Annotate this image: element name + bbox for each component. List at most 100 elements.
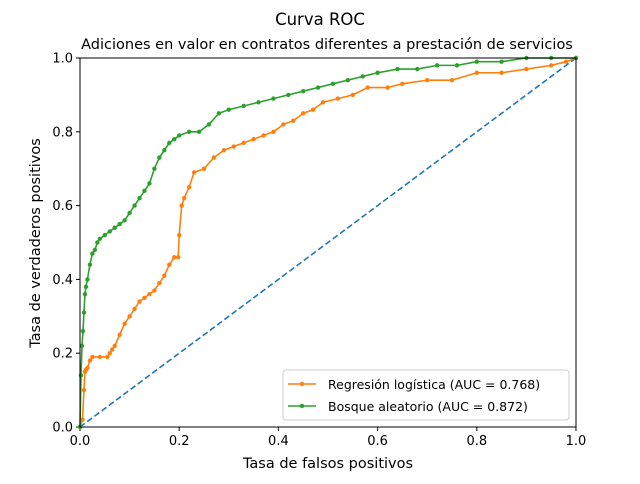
forest-roc-point bbox=[301, 89, 306, 94]
logistic-roc-point bbox=[211, 155, 217, 160]
forest-roc-point bbox=[345, 77, 351, 83]
forest-roc-point bbox=[216, 111, 222, 116]
chart-suptitle: Curva ROC bbox=[275, 10, 365, 29]
logistic-roc-point bbox=[147, 291, 152, 297]
forest-roc-point bbox=[157, 155, 162, 160]
logistic-roc-point bbox=[105, 354, 110, 360]
logistic-roc-point bbox=[524, 66, 529, 72]
logistic-roc-point bbox=[320, 100, 326, 105]
logistic-roc-point bbox=[449, 77, 455, 83]
forest-roc-point bbox=[117, 221, 122, 227]
forest-roc-point bbox=[206, 122, 212, 127]
logistic-roc-point bbox=[563, 59, 569, 64]
y-tick-label: 1.0 bbox=[52, 52, 73, 67]
logistic-roc-point bbox=[231, 144, 236, 149]
logistic-roc-point bbox=[350, 92, 355, 98]
y-tick-label: 0.2 bbox=[52, 347, 73, 362]
x-tick-label: 1.0 bbox=[566, 434, 587, 449]
y-axis-label: Tasa de verdaderos positivos bbox=[28, 138, 44, 349]
chart-title: Adiciones en valor en contratos diferent… bbox=[81, 37, 573, 53]
logistic-roc-point bbox=[335, 96, 341, 101]
logistic-roc-point bbox=[385, 85, 390, 90]
y-tick-label: 0.8 bbox=[52, 125, 73, 140]
forest-roc-point bbox=[434, 63, 440, 68]
logistic-roc-point bbox=[176, 255, 181, 260]
forest-roc-point bbox=[415, 66, 420, 72]
x-tick-label: 0.4 bbox=[268, 434, 289, 449]
legend-box bbox=[282, 369, 570, 421]
logistic-roc-point bbox=[142, 295, 147, 301]
forest-roc-point bbox=[395, 66, 400, 72]
forest-roc-point bbox=[474, 59, 479, 64]
logistic-roc-point bbox=[549, 63, 554, 68]
logistic-roc-point bbox=[85, 365, 90, 371]
forest-roc-point bbox=[177, 133, 182, 138]
legend-logistic-label: Regresión logística (AUC = 0.768) bbox=[328, 377, 540, 392]
logistic-roc-point bbox=[152, 288, 157, 293]
logistic-roc-point bbox=[117, 332, 122, 337]
forest-roc-point bbox=[112, 225, 117, 230]
forest-roc-point bbox=[454, 63, 460, 68]
forest-roc-point bbox=[330, 81, 336, 87]
series-layer bbox=[77, 55, 579, 430]
x-axis-ticks: 0.0 0.2 0.4 0.6 0.8 1.0 bbox=[70, 427, 587, 449]
forest-roc-point bbox=[122, 218, 127, 223]
x-tick-label: 0.2 bbox=[169, 434, 190, 449]
forest-roc-point bbox=[375, 70, 380, 75]
forest-roc-point bbox=[87, 262, 93, 267]
logistic-roc-point bbox=[90, 354, 95, 360]
forest-roc-point bbox=[186, 129, 192, 134]
x-axis-label: Tasa de falsos positivos bbox=[242, 456, 413, 472]
logistic-roc-point bbox=[499, 70, 504, 75]
forest-roc-point bbox=[271, 96, 276, 101]
forest-roc-point bbox=[85, 277, 90, 282]
logistic-roc-point bbox=[201, 166, 207, 171]
forest-roc-point bbox=[97, 236, 103, 242]
forest-roc-point bbox=[137, 196, 142, 201]
forest-roc-point bbox=[81, 310, 87, 315]
logistic-roc-point bbox=[310, 107, 316, 112]
forest-roc-point bbox=[499, 59, 504, 64]
forest-roc-point bbox=[82, 291, 88, 297]
forest-roc-point bbox=[132, 203, 137, 208]
logistic-roc-point bbox=[172, 255, 177, 260]
logistic-roc-point bbox=[271, 129, 276, 134]
logistic-roc-point bbox=[107, 351, 112, 356]
logistic-roc-point bbox=[281, 122, 286, 127]
legend: Regresión logística (AUC = 0.768) Bosque… bbox=[282, 369, 570, 421]
forest-roc-point bbox=[147, 181, 152, 186]
logistic-roc-point bbox=[191, 170, 197, 175]
logistic-roc-point bbox=[261, 133, 266, 138]
logistic-roc-point bbox=[474, 70, 479, 75]
logistic-roc-point bbox=[425, 77, 430, 83]
logistic-roc-point bbox=[157, 280, 162, 286]
forest-roc-point bbox=[315, 85, 321, 90]
logistic-roc-point bbox=[181, 196, 187, 201]
logistic-roc-point bbox=[122, 321, 127, 326]
forest-roc-point bbox=[172, 136, 177, 142]
logistic-roc-point bbox=[179, 203, 184, 208]
logistic-roc-point bbox=[400, 81, 405, 87]
forest-roc-point bbox=[196, 129, 202, 134]
logistic-roc-point bbox=[365, 85, 370, 90]
logistic-roc-point bbox=[110, 347, 115, 352]
forest-roc-point bbox=[226, 107, 231, 112]
forest-roc-point bbox=[360, 74, 365, 79]
legend-forest-label: Bosque aleatorio (AUC = 0.872) bbox=[328, 399, 528, 414]
logistic-roc-point bbox=[127, 314, 132, 319]
forest-roc-point bbox=[78, 373, 84, 378]
logistic-roc-point bbox=[167, 262, 172, 267]
logistic-roc-point bbox=[132, 306, 137, 312]
x-tick-label: 0.0 bbox=[70, 434, 91, 449]
legend-logistic-marker bbox=[299, 381, 305, 387]
forest-roc-point bbox=[127, 210, 132, 216]
x-tick-label: 0.6 bbox=[367, 434, 388, 449]
logistic-roc-point bbox=[186, 184, 192, 190]
logistic-roc-point bbox=[112, 343, 117, 349]
forest-roc-point bbox=[152, 166, 157, 171]
logistic-roc-point bbox=[221, 148, 227, 153]
logistic-roc-point bbox=[177, 232, 182, 238]
forest-roc-point bbox=[286, 92, 291, 98]
legend-forest-marker bbox=[299, 403, 305, 409]
